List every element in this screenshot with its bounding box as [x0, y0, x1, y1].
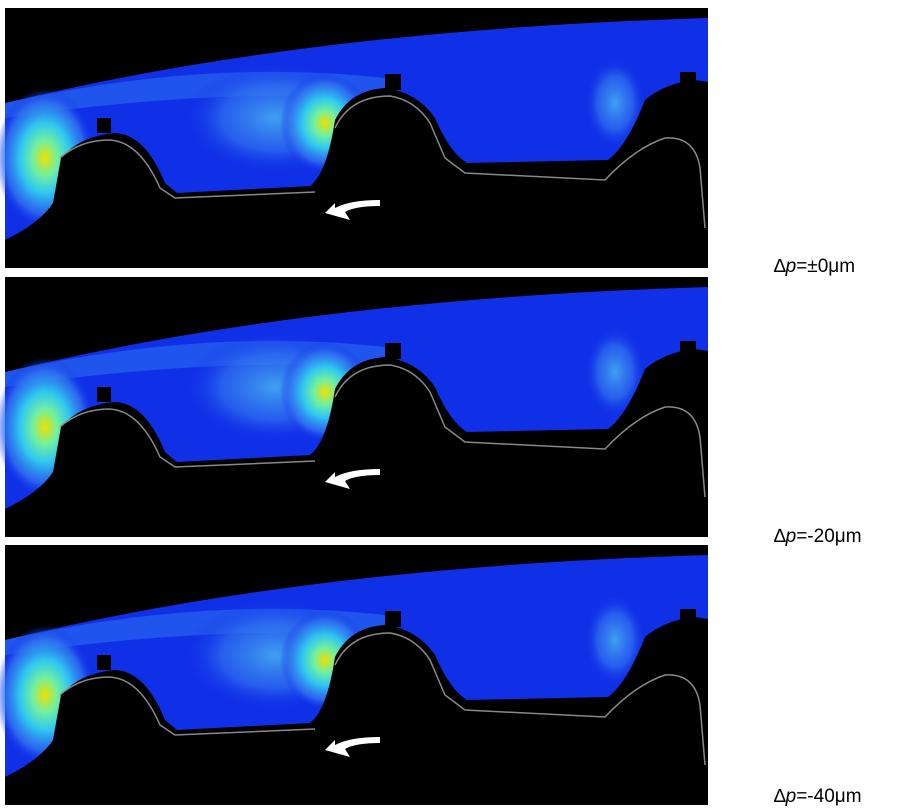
simulation-panel — [0, 545, 708, 805]
delta: ∆ — [774, 786, 786, 807]
value: =-40μm — [796, 786, 861, 807]
simulation-panel — [0, 277, 708, 537]
value: =-20μm — [796, 526, 861, 547]
variable: p — [786, 526, 797, 547]
variable: p — [786, 786, 797, 807]
figure: ∆p=±0μm ∆p=-20μm ∆p=-40μm — [0, 0, 897, 809]
simulation-panel — [0, 8, 708, 268]
value: =±0μm — [796, 256, 855, 277]
panels — [0, 0, 897, 809]
variable: p — [786, 256, 797, 277]
panel-label: ∆p=±0μm — [774, 256, 855, 278]
delta: ∆ — [774, 526, 786, 547]
panel-label: ∆p=-40μm — [774, 786, 862, 808]
panel-label: ∆p=-20μm — [774, 526, 862, 548]
delta: ∆ — [774, 256, 786, 277]
